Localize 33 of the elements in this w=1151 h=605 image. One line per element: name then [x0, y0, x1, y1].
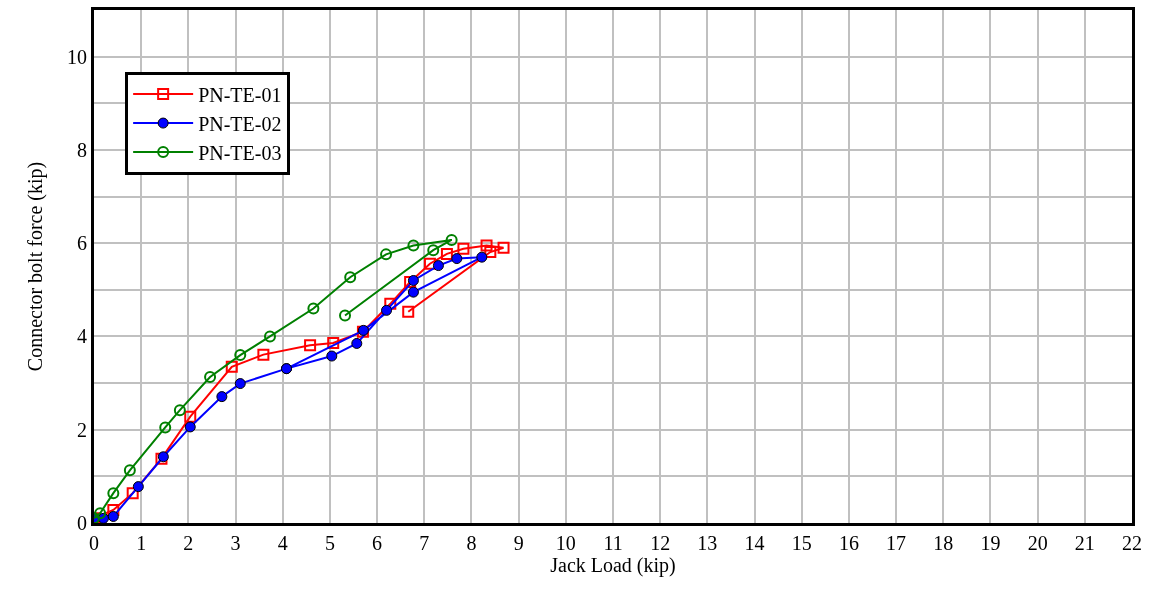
x-tick-label: 13	[697, 532, 718, 554]
x-tick-label: 3	[230, 532, 241, 554]
x-tick-label: 8	[466, 532, 477, 554]
x-tick-label: 15	[791, 532, 812, 554]
y-axis-title: Connector bolt force (kip)	[24, 161, 47, 372]
x-tick-label: 21	[1074, 532, 1095, 554]
x-tick-label: 12	[650, 532, 671, 554]
y-tick-label: 4	[77, 325, 87, 348]
x-tick-label: 1	[136, 532, 147, 554]
x-tick-label: 22	[1122, 532, 1142, 554]
legend-label: PN-TE-02	[198, 112, 282, 135]
y-tick-label: 10	[67, 45, 87, 68]
x-tick-label: 10	[555, 532, 576, 554]
x-tick-label: 9	[513, 532, 524, 554]
y-tick-label: 2	[77, 418, 87, 441]
x-tick-label: 2	[183, 532, 194, 554]
x-tick-label: 16	[838, 532, 859, 554]
legend-label: PN-TE-01	[198, 83, 282, 106]
x-tick-label: 5	[324, 532, 335, 554]
y-tick-label: 0	[77, 512, 87, 534]
y-tick-label: 6	[77, 232, 87, 255]
x-tick-label: 20	[1027, 532, 1048, 554]
x-tick-label: 18	[933, 532, 954, 554]
x-axis-title: Jack Load (kip)	[550, 554, 676, 577]
x-tick-label: 11	[603, 532, 623, 554]
x-tick-label: 19	[980, 532, 1001, 554]
x-tick-label: 4	[277, 532, 288, 554]
x-tick-label: 6	[372, 532, 383, 554]
x-tick-label: 14	[744, 532, 765, 554]
x-tick-label: 17	[886, 532, 907, 554]
legend-label: PN-TE-03	[198, 141, 282, 164]
x-tick-label: 7	[419, 532, 430, 554]
y-tick-label: 8	[77, 138, 87, 161]
